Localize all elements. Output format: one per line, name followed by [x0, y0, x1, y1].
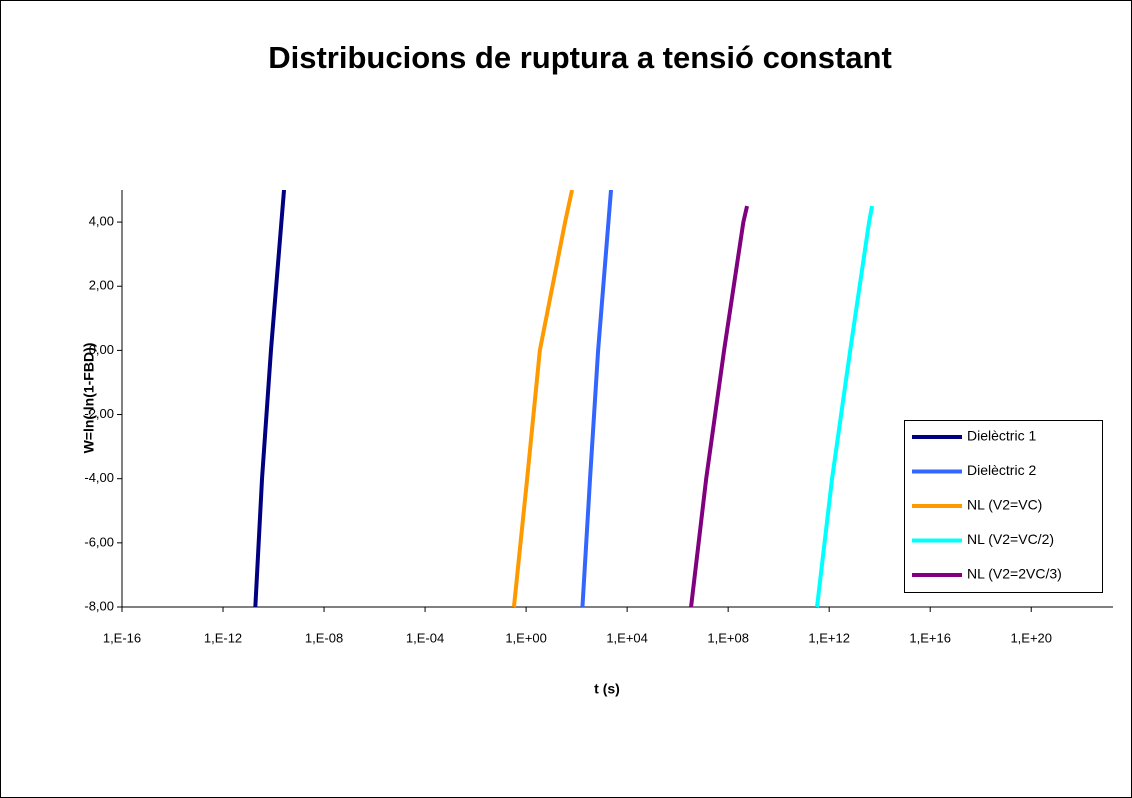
legend-label: Dielèctric 2 — [967, 462, 1036, 478]
series-line — [253, 190, 287, 608]
legend: Dielèctric 1 Dielèctric 2 NL (V2=VC) NL (V2… — [904, 420, 1103, 593]
y-tick-label: 0,00 — [89, 342, 114, 357]
x-tick-label: 1,E-08 — [305, 630, 343, 645]
x-tick-label: 1,E+00 — [505, 630, 547, 645]
x-tick-label: 1,E-16 — [103, 630, 141, 645]
y-tick-label: -4,00 — [84, 470, 114, 485]
x-axis-label: t (s) — [594, 681, 620, 697]
series-line — [580, 190, 614, 608]
y-tick-label: 4,00 — [89, 214, 114, 229]
y-axis-label: W=ln(-ln(1-FBD)) — [81, 343, 97, 454]
x-tick-label: 1,E-04 — [406, 630, 444, 645]
x-tick-label: 1,E+12 — [808, 630, 850, 645]
y-tick-label: -8,00 — [84, 598, 114, 613]
series-line — [815, 205, 875, 608]
y-tick-label: -6,00 — [84, 534, 114, 549]
x-tick-label: 1,E+16 — [909, 630, 951, 645]
x-tick-label: 1,E-12 — [204, 630, 242, 645]
legend-label: NL (V2=2VC/3) — [967, 566, 1062, 582]
legend-label: NL (V2=VC) — [967, 497, 1042, 513]
legend-label: Dielèctric 1 — [967, 428, 1036, 444]
x-tick-label: 1,E+20 — [1010, 630, 1052, 645]
plot-area — [253, 190, 875, 608]
series-line — [511, 190, 575, 608]
x-tick-label: 1,E+08 — [707, 630, 749, 645]
legend-label: NL (V2=VC/2) — [967, 531, 1054, 547]
series-line — [689, 205, 749, 608]
chart-title: Distribucions de ruptura a tensió consta… — [268, 40, 892, 75]
x-tick-label: 1,E+04 — [606, 630, 648, 645]
y-tick-label: 2,00 — [89, 278, 114, 293]
y-tick-label: -2,00 — [84, 406, 114, 421]
